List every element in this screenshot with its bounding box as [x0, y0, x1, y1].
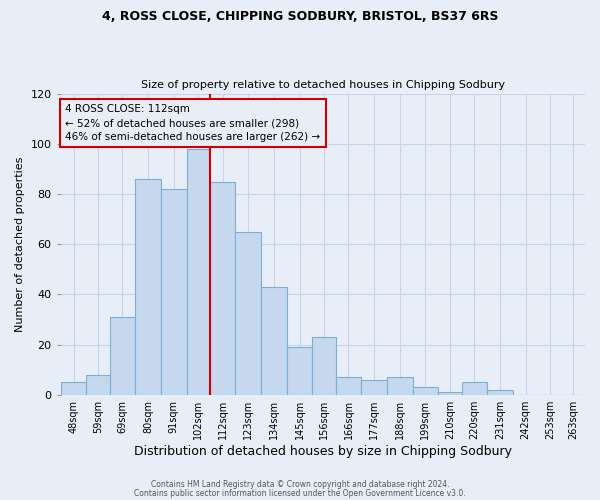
Bar — [313, 337, 335, 394]
Bar — [487, 390, 513, 394]
Title: Size of property relative to detached houses in Chipping Sodbury: Size of property relative to detached ho… — [141, 80, 505, 90]
Bar — [135, 179, 161, 394]
Bar — [287, 347, 313, 395]
Bar — [61, 382, 86, 394]
Bar — [235, 232, 261, 394]
Text: 4 ROSS CLOSE: 112sqm
← 52% of detached houses are smaller (298)
46% of semi-deta: 4 ROSS CLOSE: 112sqm ← 52% of detached h… — [65, 104, 320, 142]
Bar — [413, 387, 438, 394]
Text: 4, ROSS CLOSE, CHIPPING SODBURY, BRISTOL, BS37 6RS: 4, ROSS CLOSE, CHIPPING SODBURY, BRISTOL… — [102, 10, 498, 23]
Bar — [261, 287, 287, 395]
Bar — [161, 190, 187, 394]
Bar — [187, 149, 210, 394]
Bar — [387, 377, 413, 394]
Bar — [361, 380, 387, 394]
Text: Contains HM Land Registry data © Crown copyright and database right 2024.: Contains HM Land Registry data © Crown c… — [151, 480, 449, 489]
Bar — [438, 392, 461, 394]
Y-axis label: Number of detached properties: Number of detached properties — [15, 156, 25, 332]
Bar — [86, 374, 110, 394]
X-axis label: Distribution of detached houses by size in Chipping Sodbury: Distribution of detached houses by size … — [134, 444, 512, 458]
Bar — [335, 377, 361, 394]
Bar — [210, 182, 235, 394]
Bar — [461, 382, 487, 394]
Text: Contains public sector information licensed under the Open Government Licence v3: Contains public sector information licen… — [134, 489, 466, 498]
Bar — [110, 317, 135, 394]
